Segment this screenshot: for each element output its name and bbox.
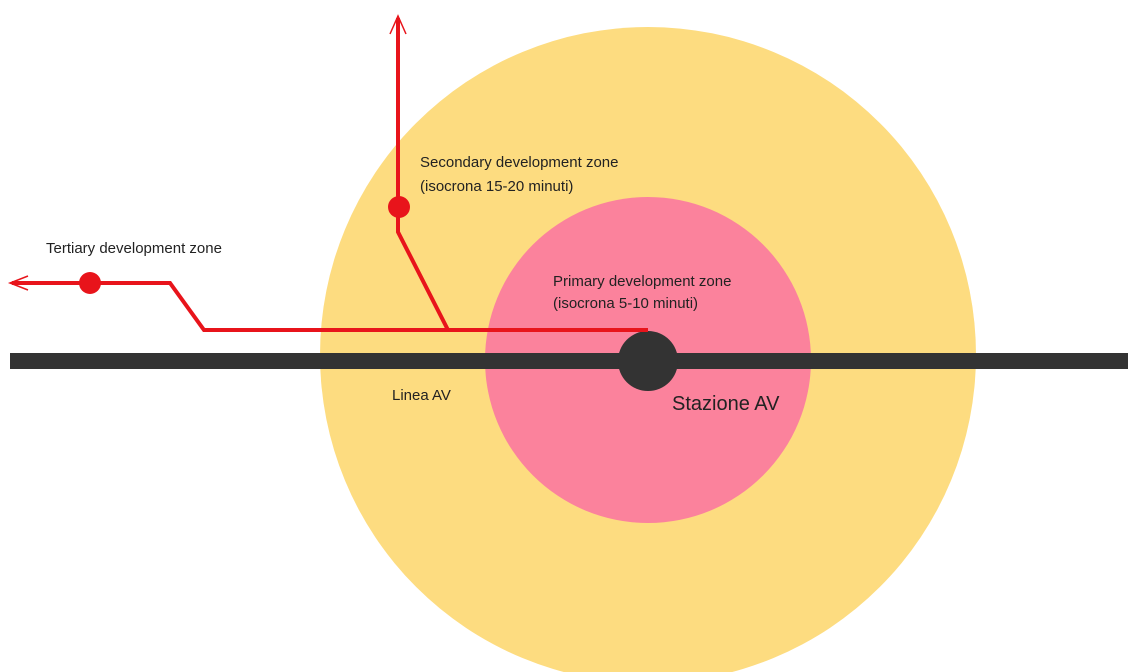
secondary-subtitle: (isocrona 15-20 minuti) xyxy=(420,178,573,195)
secondary-title: Secondary development zone xyxy=(420,154,618,171)
rail-line xyxy=(10,353,1128,369)
tertiary-title: Tertiary development zone xyxy=(46,240,222,257)
secondary-link xyxy=(396,18,648,332)
primary-subtitle: (isocrona 5-10 minuti) xyxy=(553,295,698,312)
line-label: Linea AV xyxy=(392,387,451,404)
secondary-stop xyxy=(388,196,410,218)
station-label: Stazione AV xyxy=(672,393,780,415)
station xyxy=(618,331,678,391)
primary-title: Primary development zone xyxy=(553,273,731,290)
tertiary-stop xyxy=(79,272,101,294)
arrow-up xyxy=(389,14,407,35)
arrow-left xyxy=(7,275,29,291)
